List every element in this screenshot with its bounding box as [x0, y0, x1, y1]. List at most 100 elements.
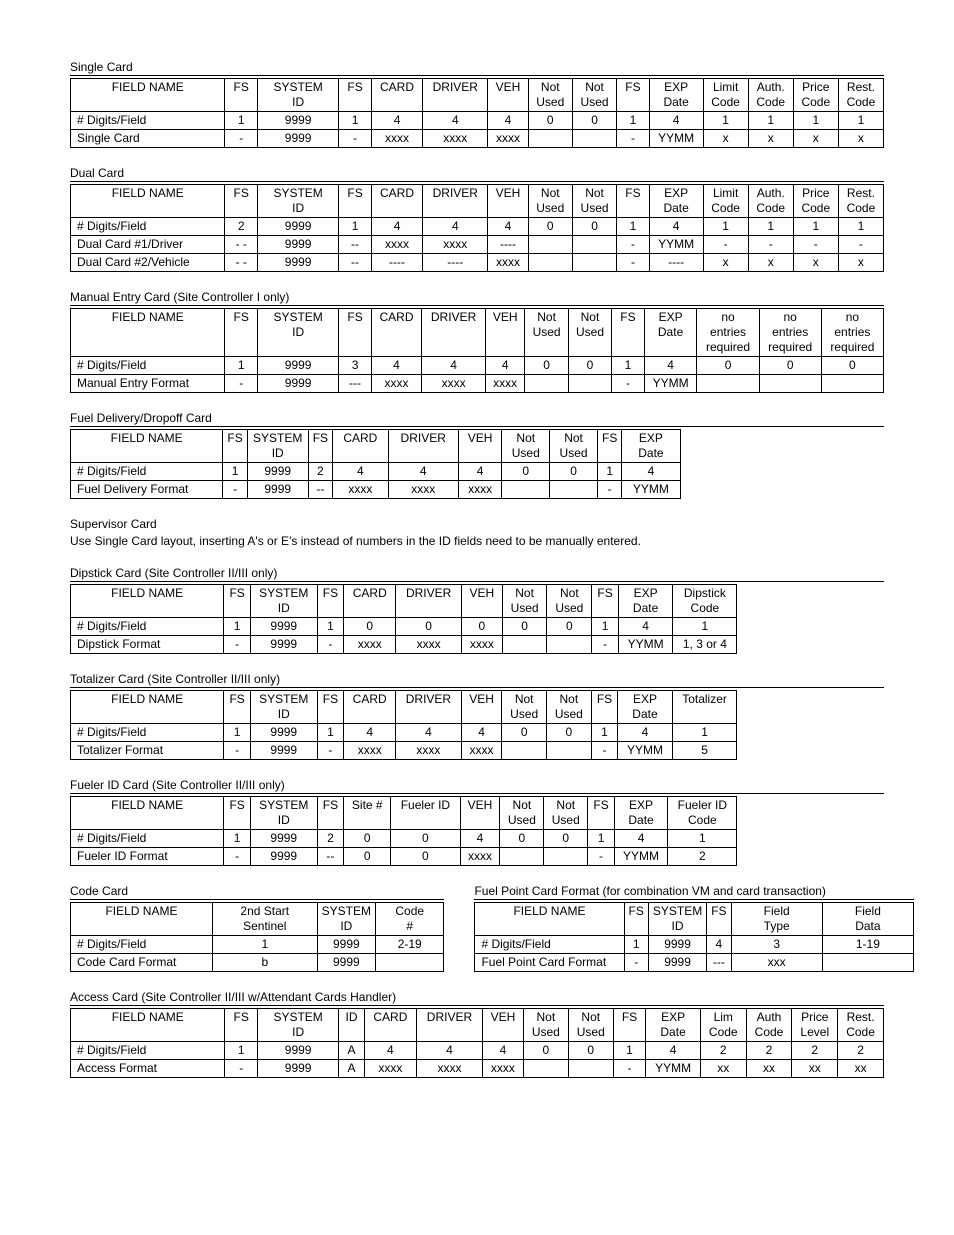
cell: 1 — [793, 218, 838, 236]
col-header: FS — [223, 430, 247, 463]
cell: - — [592, 636, 619, 654]
cell: 0 — [528, 218, 572, 236]
table-row: # Digits/Field19999100000141 — [71, 618, 737, 636]
table-row: Dual Card #1/Driver- -9999--xxxxxxxx----… — [71, 236, 884, 254]
col-header: NotUsed — [572, 79, 616, 112]
cell: YYMM — [614, 848, 667, 866]
col-header: EXPDate — [614, 797, 667, 830]
col-header: DRIVER — [388, 430, 458, 463]
col-header: VEH — [485, 309, 524, 357]
cell: 9999 — [257, 1060, 338, 1078]
cell: ---- — [423, 254, 488, 272]
cell — [572, 236, 616, 254]
section-title: Dipstick Card (Site Controller II/III on… — [70, 566, 884, 582]
cell: 4 — [423, 112, 488, 130]
col-header: Auth.Code — [748, 79, 793, 112]
cell: - — [223, 481, 247, 499]
col-header: noentriesrequired — [821, 309, 883, 357]
cell: Dual Card #1/Driver — [71, 236, 225, 254]
cell: - — [624, 954, 648, 972]
cell: 1 — [613, 1042, 646, 1060]
cell: 9999 — [257, 254, 338, 272]
col-header: SYSTEMID — [257, 309, 338, 357]
cell: xxxx — [461, 742, 502, 760]
cell: 9999 — [317, 954, 375, 972]
manual-entry-section: Manual Entry Card (Site Controller I onl… — [70, 290, 884, 393]
cell: A — [339, 1042, 364, 1060]
cell: Dual Card #2/Vehicle — [71, 254, 225, 272]
cell: A — [339, 1060, 364, 1078]
section-title: Manual Entry Card (Site Controller I onl… — [70, 290, 884, 306]
section-title: Supervisor Card — [70, 517, 884, 532]
cell: 9999 — [257, 112, 338, 130]
col-header: FS — [317, 585, 344, 618]
col-header: FS — [225, 79, 258, 112]
cell: 1 — [317, 618, 344, 636]
col-header: EXPDate — [618, 691, 672, 724]
cell: 0 — [568, 357, 611, 375]
cell: # Digits/Field — [71, 218, 225, 236]
cell: 4 — [388, 463, 458, 481]
table-row: Fueler ID Format-9999--00xxxx-YYMM2 — [71, 848, 737, 866]
cell: 0 — [344, 830, 391, 848]
cell: xxxx — [388, 481, 458, 499]
table-header-row: FIELD NAMEFSSYSTEMIDFSFieldTypeFieldData — [475, 903, 914, 936]
cell: YYMM — [649, 130, 703, 148]
cell — [568, 375, 611, 393]
cell — [759, 375, 821, 393]
col-header: VEH — [482, 1009, 523, 1042]
cell: - — [225, 130, 258, 148]
cell: xx — [746, 1060, 792, 1078]
table-row: Dipstick Format-9999-xxxxxxxxxxxx-YYMM1,… — [71, 636, 737, 654]
table-row: Access Format-9999Axxxxxxxxxxxx-YYMMxxxx… — [71, 1060, 884, 1078]
cell: 4 — [461, 724, 502, 742]
cell: 0 — [550, 463, 598, 481]
cell: 9999 — [317, 936, 375, 954]
cell: - — [339, 130, 372, 148]
cell: 4 — [618, 618, 672, 636]
cell — [550, 481, 598, 499]
cell: 0 — [502, 463, 550, 481]
cell: 2-19 — [376, 936, 444, 954]
cell: 0 — [547, 618, 592, 636]
cell: 1 — [339, 112, 372, 130]
cell — [528, 254, 572, 272]
cell: 4 — [649, 218, 703, 236]
col-header: NotUsed — [502, 430, 550, 463]
cell: 4 — [644, 357, 697, 375]
cell: - — [617, 236, 650, 254]
cell — [523, 1060, 568, 1078]
col-header: Rest.Code — [838, 185, 883, 218]
cell: xx — [792, 1060, 838, 1078]
cell: 0 — [344, 848, 391, 866]
fuel-point-section: Fuel Point Card Format (for combination … — [474, 884, 914, 972]
col-header: NotUsed — [502, 585, 547, 618]
cell: 4 — [371, 218, 422, 236]
cell: YYMM — [644, 375, 697, 393]
cell: xxxx — [344, 742, 396, 760]
cell: - — [224, 742, 251, 760]
section-title: Fuel Delivery/Dropoff Card — [70, 411, 884, 427]
cell: 9999 — [250, 724, 317, 742]
cell: 1 — [703, 218, 748, 236]
cell: 4 — [364, 1042, 416, 1060]
col-header: FS — [617, 79, 650, 112]
supervisor-section: Supervisor CardUse Single Card layout, i… — [70, 517, 884, 548]
cell: x — [703, 130, 748, 148]
cell: xxxx — [458, 481, 502, 499]
cell: # Digits/Field — [475, 936, 624, 954]
cell: 2 — [317, 830, 344, 848]
cell: YYMM — [618, 742, 672, 760]
cell: 4 — [614, 830, 667, 848]
cell: 0 — [461, 618, 502, 636]
cell: 1 — [223, 463, 247, 481]
col-header: SYSTEMID — [250, 585, 317, 618]
table-row: # Digits/Field19999A44400142222 — [71, 1042, 884, 1060]
cell: # Digits/Field — [71, 112, 225, 130]
table-header-row: FIELD NAMEFSSYSTEMIDFSCARDDRIVERVEHNotUs… — [71, 585, 737, 618]
cell: ---- — [649, 254, 703, 272]
cell: 1 — [597, 463, 621, 481]
cell — [502, 742, 547, 760]
cell: x — [793, 254, 838, 272]
cell: 4 — [416, 1042, 482, 1060]
